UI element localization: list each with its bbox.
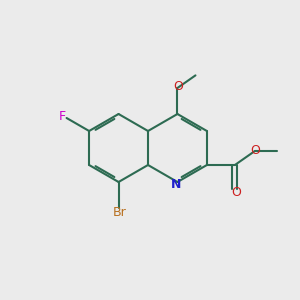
Text: Br: Br [113, 206, 126, 220]
Text: F: F [59, 110, 66, 124]
Text: N: N [171, 178, 182, 190]
Text: O: O [250, 144, 260, 157]
Text: O: O [231, 187, 241, 200]
Text: O: O [173, 80, 183, 94]
